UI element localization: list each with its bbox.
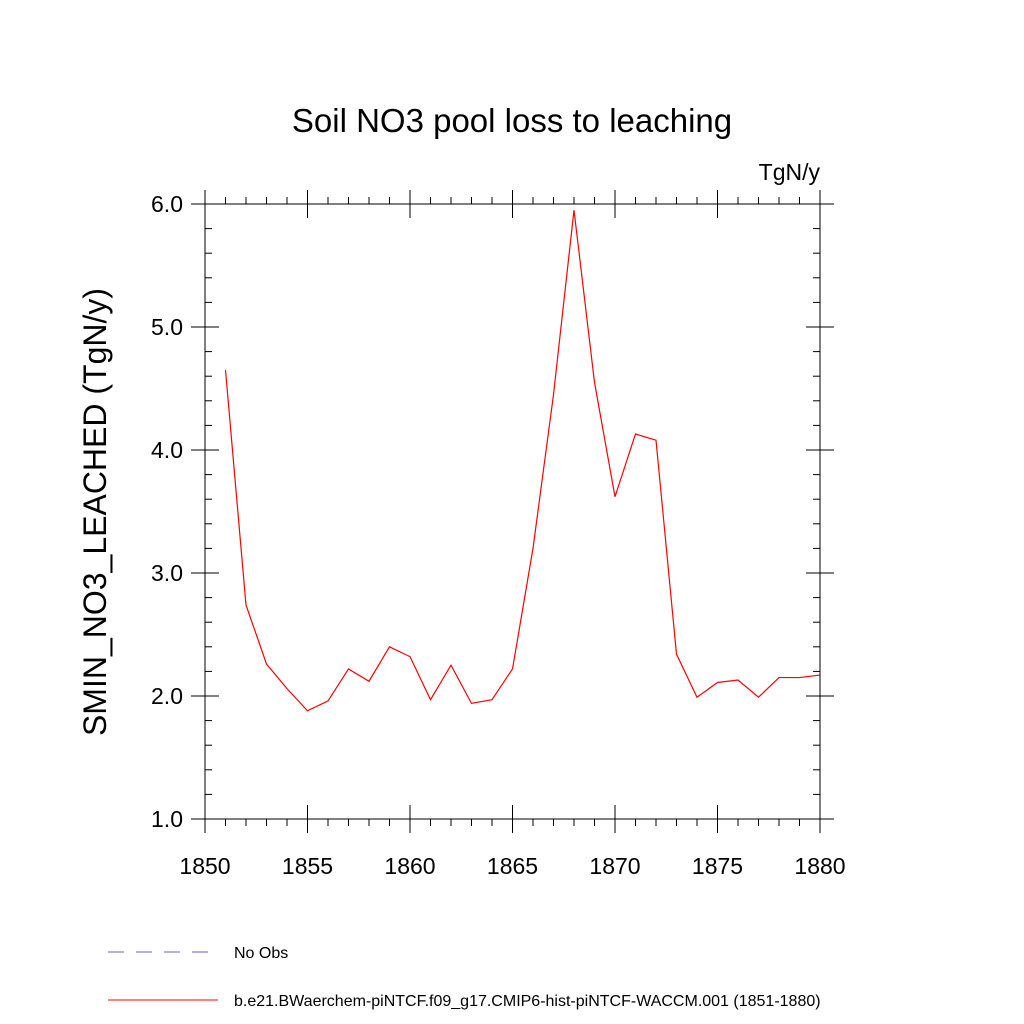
x-tick-label: 1880 [794,853,845,879]
series-line-1 [224,210,821,712]
x-tick-label: 1865 [487,853,538,879]
y-axis-label: SMIN_NO3_LEACHED (TgN/y) [77,288,113,736]
x-tick-label: 1850 [179,853,230,879]
legend-label-1: b.e21.BWaerchem-piNTCF.f09_g17.CMIP6-his… [234,993,821,1010]
chart-title: Soil NO3 pool loss to leaching [292,102,732,139]
axis-ticks [191,190,834,833]
y-tick-label: 4.0 [151,437,183,463]
x-tick-label: 1855 [282,853,333,879]
tick-labels: 1850 1855 1860 1865 1870 1875 1880 1.0 2.0 3.0 4.0… [151,191,846,879]
y-tick-label: 2.0 [151,683,183,709]
x-tick-label: 1870 [589,853,640,879]
y-tick-label: 3.0 [151,560,183,586]
plot-frame [204,203,821,820]
y-tick-label: 6.0 [151,191,183,217]
legend: No Obs b.e21.BWaerchem-piNTCF.f09_g17.CMI… [108,945,821,1010]
x-tick-label: 1860 [384,853,435,879]
legend-label-0: No Obs [234,945,288,962]
y-tick-label: 5.0 [151,314,183,340]
x-tick-label: 1875 [692,853,743,879]
units-label: TgN/y [759,159,821,185]
series-layer [224,210,821,712]
y-tick-label: 1.0 [151,806,183,832]
